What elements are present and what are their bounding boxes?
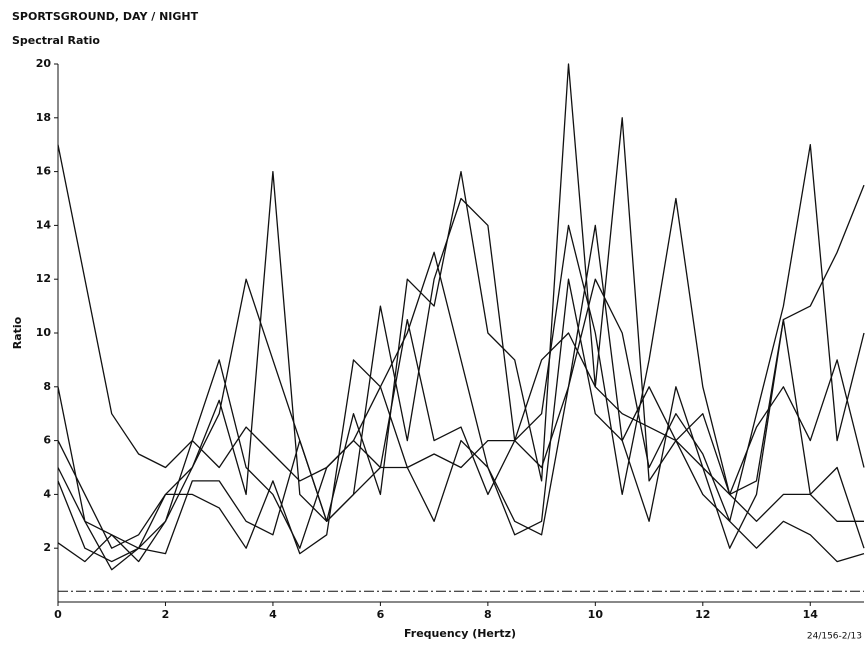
x-tick-label: 0 — [54, 608, 62, 621]
y-tick-label: 18 — [36, 111, 51, 124]
x-axis-label: Frequency (Hertz) — [404, 627, 516, 640]
y-tick-label: 6 — [43, 434, 51, 447]
y-tick-label: 20 — [36, 57, 52, 70]
y-tick-label: 2 — [43, 541, 51, 554]
x-tick-label: 10 — [588, 608, 604, 621]
y-tick-label: 10 — [36, 326, 52, 339]
y-tick-label: 12 — [36, 272, 51, 285]
x-tick-label: 12 — [695, 608, 710, 621]
series-line — [57, 251, 865, 571]
x-tick-label: 4 — [269, 608, 277, 621]
y-tick-label: 4 — [43, 487, 51, 500]
series-line — [57, 197, 865, 563]
footnote: 24/156-2/13 — [807, 632, 862, 642]
x-tick-label: 14 — [803, 608, 819, 621]
y-tick-label: 14 — [36, 218, 52, 231]
series-line — [57, 278, 865, 563]
y-tick-label: 16 — [36, 165, 52, 178]
chart-title: SPORTSGROUND, DAY / NIGHT — [12, 10, 199, 23]
x-tick-label: 2 — [162, 608, 170, 621]
y-axis-label: Ratio — [11, 316, 24, 349]
y-tick-label: 8 — [43, 380, 51, 393]
x-tick-label: 8 — [484, 608, 492, 621]
chart-subtitle: Spectral Ratio — [12, 34, 100, 47]
x-tick-label: 6 — [377, 608, 385, 621]
